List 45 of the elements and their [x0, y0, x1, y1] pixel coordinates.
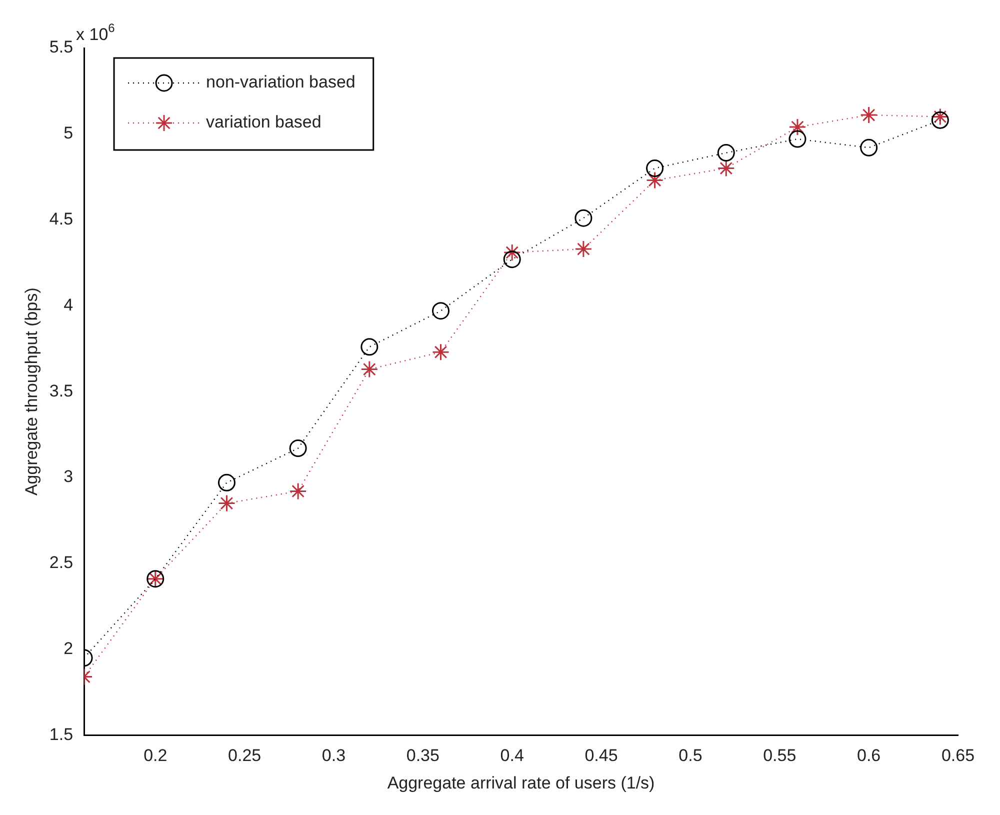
y-tick-label: 5.5 [49, 38, 74, 57]
point [646, 160, 664, 178]
legend-label: non-variation based [206, 72, 356, 92]
x-tick-label: 0.65 [941, 746, 975, 766]
y-axis-title: Aggregate throughput (bps) [22, 288, 41, 496]
point [788, 118, 806, 136]
legend-label: variation based [206, 112, 322, 132]
x-tick-label: 0.6 [857, 746, 881, 766]
point [788, 130, 806, 148]
x-tick-label: 0.5 [678, 746, 702, 766]
point [432, 302, 450, 320]
x-tick-label: 0.45 [584, 746, 618, 766]
x-tick-label: 0.35 [406, 746, 440, 766]
point [860, 138, 878, 156]
point [360, 360, 378, 378]
point [717, 144, 735, 162]
point [218, 494, 236, 512]
point [931, 111, 949, 129]
point [432, 343, 450, 361]
y-tick-label: 3.5 [49, 381, 74, 400]
point [503, 244, 521, 262]
y-tick-label: 4.5 [49, 209, 74, 228]
point [574, 240, 592, 258]
point [717, 160, 735, 178]
y-tick-label: 5 [64, 124, 74, 143]
y-tick-label: 3 [64, 467, 74, 486]
point [503, 250, 521, 268]
point [860, 106, 878, 124]
y-tick-label: 2.5 [49, 553, 74, 572]
x-tick-label: 0.25 [228, 746, 262, 766]
x-axis-title: Aggregate arrival rate of users (1/s) [387, 773, 655, 792]
point [646, 172, 664, 190]
point [289, 440, 307, 458]
x-tick-label: 0.55 [763, 746, 796, 766]
x-tick-label: 0.4 [500, 746, 524, 766]
y-tick-label: 2 [64, 638, 74, 658]
y-tick-label: 1.5 [49, 724, 74, 744]
point [289, 482, 307, 500]
x-tick-label: 0.3 [322, 746, 346, 766]
point [218, 474, 236, 492]
point [931, 108, 949, 126]
x-tick-label: 0.2 [144, 746, 168, 766]
y-tick-label: 4 [64, 295, 74, 314]
point [574, 209, 592, 227]
point [360, 338, 378, 356]
